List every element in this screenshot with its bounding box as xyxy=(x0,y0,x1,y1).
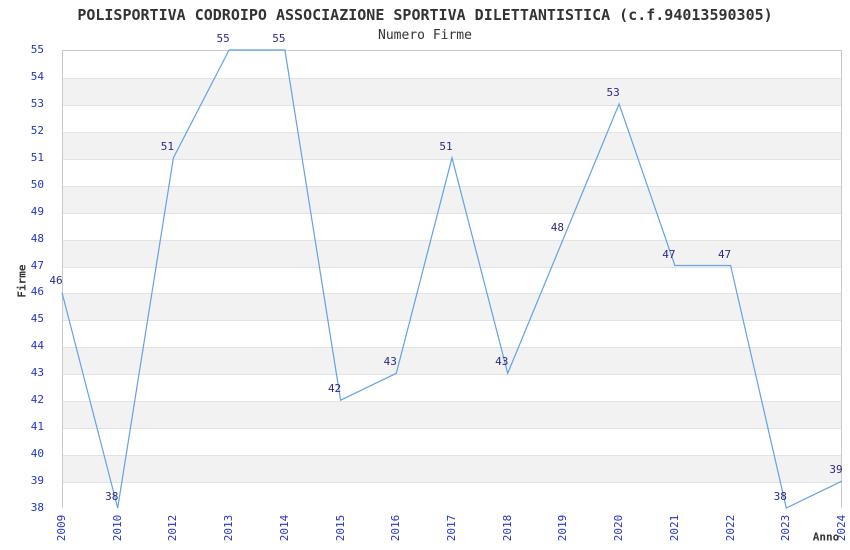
grid-band xyxy=(63,185,841,213)
data-point-label: 53 xyxy=(606,85,620,99)
y-tick-label: 42 xyxy=(30,393,44,407)
plot-area xyxy=(62,50,842,509)
y-tick-label: 49 xyxy=(30,204,44,218)
x-tick-label: 2013 xyxy=(222,514,236,542)
grid-band xyxy=(63,212,841,240)
y-tick-label: 41 xyxy=(30,420,44,434)
data-point-label: 47 xyxy=(662,247,676,261)
y-tick-label: 52 xyxy=(30,123,44,137)
y-tick-label: 53 xyxy=(30,96,44,110)
data-point-label: 55 xyxy=(272,32,286,45)
y-tick-label: 48 xyxy=(30,231,44,245)
x-axis-label: Anno xyxy=(812,530,840,544)
grid-band xyxy=(63,77,841,105)
data-point-label: 39 xyxy=(829,463,843,477)
y-tick-label: 50 xyxy=(30,177,44,191)
grid-band xyxy=(63,482,841,509)
data-point-label: 42 xyxy=(327,382,342,396)
y-tick-label: 54 xyxy=(30,69,44,83)
y-tick-label: 51 xyxy=(30,150,44,164)
y-tick-label: 40 xyxy=(30,447,44,461)
y-tick-label: 44 xyxy=(30,339,44,353)
grid-band xyxy=(63,374,841,402)
y-tick-label: 47 xyxy=(30,258,44,272)
data-point-label: 55 xyxy=(216,32,230,45)
data-point-label: 51 xyxy=(439,139,453,153)
x-tick-label: 2019 xyxy=(556,514,570,542)
x-tick-label: 2010 xyxy=(110,514,124,542)
chart-title: POLISPORTIVA CODROIPO ASSOCIAZIONE SPORT… xyxy=(77,6,773,24)
grid-band xyxy=(63,455,841,483)
x-tick-label: 2016 xyxy=(389,514,403,542)
grid-band xyxy=(63,428,841,456)
grid-band xyxy=(63,158,841,186)
y-tick-label: 38 xyxy=(30,501,44,514)
x-tick-label: 2014 xyxy=(277,514,291,542)
y-axis-label: Firme xyxy=(15,264,29,298)
data-point-label: 38 xyxy=(105,490,119,503)
grid-band xyxy=(63,104,841,132)
grid-band xyxy=(63,51,841,78)
x-tick-label: 2015 xyxy=(333,514,347,542)
data-point-label: 47 xyxy=(717,247,732,261)
grid-band xyxy=(63,320,841,348)
data-point-label: 38 xyxy=(773,490,787,503)
data-point-label: 43 xyxy=(495,355,509,369)
grid-band xyxy=(63,401,841,429)
x-tick-label: 2020 xyxy=(612,514,626,542)
grid-band xyxy=(63,266,841,294)
data-point-label: 48 xyxy=(550,220,565,234)
x-tick-label: 2022 xyxy=(723,514,737,542)
x-tick-label: 2009 xyxy=(55,514,68,542)
x-tick-label: 2012 xyxy=(166,514,180,542)
x-tick-label: 2017 xyxy=(445,514,458,542)
x-tick-label: 2018 xyxy=(500,514,514,542)
x-tick-label: 2023 xyxy=(779,514,793,542)
data-point-label: 43 xyxy=(383,355,397,369)
grid-band xyxy=(63,347,841,375)
y-tick-label: 43 xyxy=(30,366,44,380)
x-tick-label: 2021 xyxy=(667,514,681,542)
data-point-label: 46 xyxy=(49,274,63,288)
chart-subtitle: Numero Firme xyxy=(378,28,472,43)
y-tick-label: 46 xyxy=(30,285,44,299)
grid-band xyxy=(63,293,841,321)
y-tick-label: 39 xyxy=(30,474,44,488)
data-point-label: 51 xyxy=(160,139,175,153)
y-tick-label: 55 xyxy=(30,43,44,56)
y-tick-label: 45 xyxy=(30,312,44,326)
